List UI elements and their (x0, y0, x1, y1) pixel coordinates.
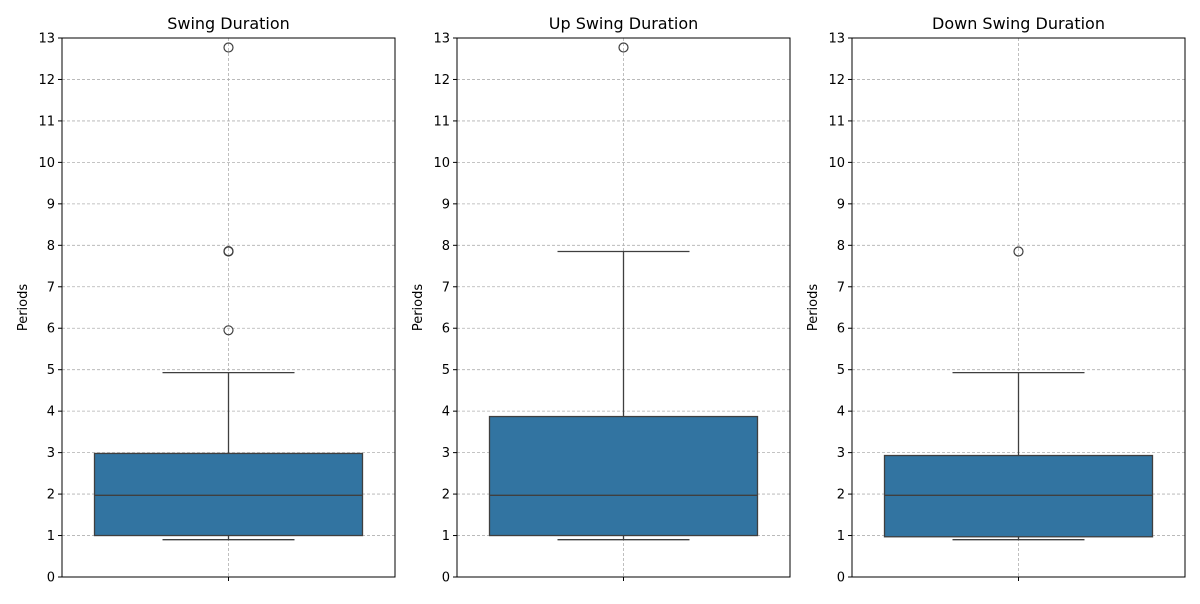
y-tick-label: 4 (47, 405, 55, 420)
y-tick-label: 4 (837, 405, 845, 420)
y-tick-label: 10 (828, 156, 845, 171)
y-tick-label: 0 (837, 571, 845, 586)
y-tick-label: 2 (837, 488, 845, 503)
y-tick-label: 2 (442, 488, 450, 503)
y-tick-label: 1 (442, 529, 450, 544)
y-tick-label: 3 (837, 446, 845, 461)
y-tick-label: 5 (47, 363, 55, 378)
y-tick-label: 6 (47, 322, 55, 337)
y-tick-label: 3 (442, 446, 450, 461)
y-axis-label: Periods (411, 284, 426, 332)
y-tick-label: 0 (442, 571, 450, 586)
y-tick-label: 6 (837, 322, 845, 337)
y-tick-label: 12 (38, 73, 55, 88)
y-tick-label: 7 (442, 280, 450, 295)
y-tick-label: 11 (38, 114, 55, 129)
y-tick-label: 1 (47, 529, 55, 544)
y-tick-label: 7 (837, 280, 845, 295)
y-tick-label: 10 (433, 156, 450, 171)
subplot-title: Down Swing Duration (932, 14, 1105, 33)
y-tick-label: 11 (828, 114, 845, 129)
y-tick-label: 9 (47, 197, 55, 212)
y-tick-label: 5 (442, 363, 450, 378)
y-tick-label: 12 (433, 73, 450, 88)
outlier-point (223, 42, 234, 53)
y-tick-label: 11 (433, 114, 450, 129)
y-tick-label: 8 (837, 239, 845, 254)
outlier-point (618, 42, 629, 53)
y-tick-label: 13 (433, 32, 450, 47)
y-tick-label: 9 (837, 197, 845, 212)
outlier-point (223, 246, 234, 257)
axes-frame (851, 37, 1186, 578)
subplot-title: Up Swing Duration (549, 14, 699, 33)
iqr-box (883, 454, 1154, 538)
y-tick-label: 13 (828, 32, 845, 47)
iqr-box (93, 452, 364, 537)
y-tick-label: 8 (47, 239, 55, 254)
y-tick-label: 2 (47, 488, 55, 503)
y-tick-label: 3 (47, 446, 55, 461)
y-tick-label: 1 (837, 529, 845, 544)
iqr-box (488, 415, 759, 537)
y-tick-label: 9 (442, 197, 450, 212)
subplot-title: Swing Duration (167, 14, 290, 33)
y-tick-label: 7 (47, 280, 55, 295)
y-axis-label: Periods (16, 284, 31, 332)
y-tick-label: 6 (442, 322, 450, 337)
y-tick-label: 12 (828, 73, 845, 88)
axes-frame (61, 37, 396, 578)
outlier-point (223, 325, 234, 336)
y-tick-label: 4 (442, 405, 450, 420)
y-tick-label: 0 (47, 571, 55, 586)
y-tick-label: 13 (38, 32, 55, 47)
y-tick-label: 5 (837, 363, 845, 378)
y-tick-label: 8 (442, 239, 450, 254)
axes-frame (456, 37, 791, 578)
outlier-point (1013, 246, 1024, 257)
y-tick-label: 10 (38, 156, 55, 171)
y-axis-label: Periods (806, 284, 821, 332)
